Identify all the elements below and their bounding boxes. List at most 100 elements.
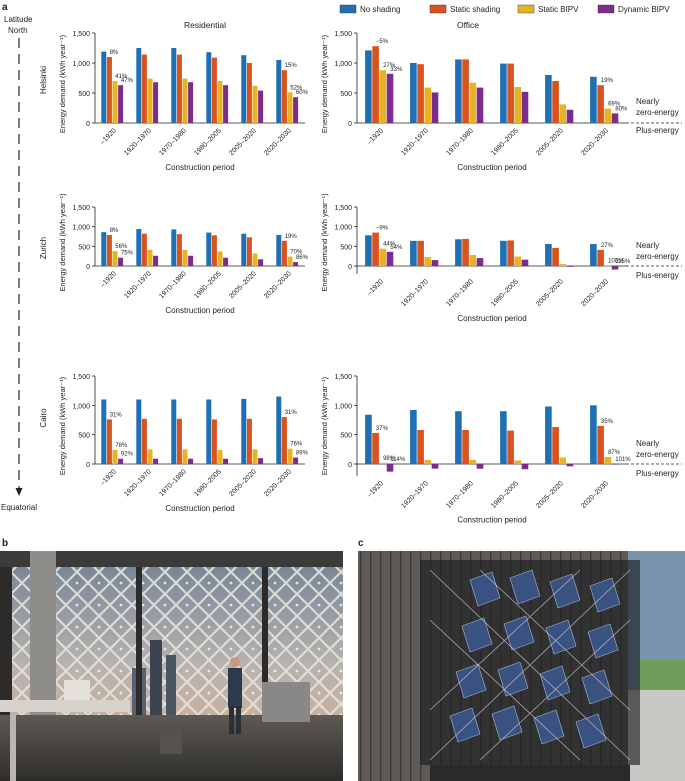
plus-energy-label: Plus-energy bbox=[636, 469, 679, 478]
monitor bbox=[64, 680, 90, 700]
x-tick-label: 1980–2005 bbox=[193, 270, 223, 300]
y-tick-label: 500 bbox=[340, 244, 352, 251]
bar-no-shading bbox=[136, 48, 142, 123]
bar-static-bipv bbox=[112, 251, 118, 266]
bar-static-bipv bbox=[604, 456, 612, 464]
data-label: 76% bbox=[290, 442, 303, 448]
photo-bipv-facade bbox=[358, 551, 685, 781]
bar-dynamic-bipv bbox=[521, 259, 529, 266]
bar-static-bipv bbox=[514, 256, 522, 266]
bar-static-shading bbox=[597, 85, 604, 123]
x-tick-label: 1970–1980 bbox=[445, 278, 475, 308]
bar-static-bipv bbox=[287, 448, 293, 464]
y-tick-label: 1,000 bbox=[334, 403, 352, 410]
bar-static-bipv bbox=[379, 462, 387, 464]
bar-no-shading bbox=[101, 232, 107, 266]
data-label: 92% bbox=[121, 452, 134, 458]
bar-static-shading bbox=[246, 63, 252, 123]
latitude-equatorial-label: Equatorial bbox=[1, 503, 37, 512]
bar-no-shading bbox=[206, 52, 212, 124]
zone-labels-zurich: Nearly zero-energy Plus-energy bbox=[626, 241, 682, 280]
bar-static-bipv bbox=[217, 81, 223, 123]
bar-dynamic-bipv bbox=[188, 458, 194, 464]
bar-dynamic-bipv bbox=[293, 97, 299, 123]
panel-label-b: b bbox=[2, 538, 8, 549]
bar-static-shading bbox=[417, 429, 424, 464]
bar-static-shading bbox=[106, 419, 112, 464]
bar-no-shading bbox=[500, 240, 507, 266]
y-tick-label: 0 bbox=[348, 121, 352, 128]
data-label: 89% bbox=[296, 451, 309, 457]
bar-dynamic-bipv bbox=[476, 464, 484, 469]
bar-static-shading bbox=[211, 235, 217, 266]
bar-static-shading bbox=[462, 59, 469, 123]
x-tick-label: 2020–2030 bbox=[580, 480, 610, 510]
legend-swatch-static-bipv bbox=[517, 4, 535, 14]
data-label: 35% bbox=[601, 419, 614, 425]
data-label: 33% bbox=[390, 67, 403, 73]
bar-static-bipv bbox=[379, 70, 387, 123]
bar-static-shading bbox=[106, 234, 112, 266]
x-tick-label: 1970–1980 bbox=[158, 270, 188, 300]
data-label: 15% bbox=[285, 63, 298, 69]
x-axis-label: Construction period bbox=[457, 314, 526, 323]
bar-dynamic-bipv bbox=[293, 457, 299, 464]
bar-static-bipv bbox=[514, 87, 522, 123]
bar-dynamic-bipv bbox=[188, 82, 194, 123]
bar-static-shading bbox=[552, 81, 559, 123]
column-title-office: Office bbox=[457, 20, 479, 30]
x-tick-label: 1920–1970 bbox=[123, 127, 153, 157]
legend-label-no-shading: No shading bbox=[360, 5, 400, 14]
bar-no-shading bbox=[101, 399, 107, 464]
data-label: 69% bbox=[608, 102, 621, 108]
x-tick-label: 2005–2020 bbox=[535, 480, 565, 510]
column-title-residential: Residential bbox=[184, 20, 226, 30]
x-tick-label: –1920 bbox=[366, 278, 385, 297]
bar-dynamic-bipv bbox=[223, 458, 229, 464]
panel-label-a: a bbox=[2, 2, 8, 13]
bar-static-shading bbox=[507, 63, 514, 123]
skyline-tower bbox=[150, 640, 162, 715]
y-tick-label: 1,000 bbox=[72, 225, 90, 232]
bar-static-shading bbox=[141, 418, 147, 464]
bar-static-bipv bbox=[469, 254, 477, 266]
x-tick-label: –1920 bbox=[99, 127, 118, 146]
y-tick-label: 1,000 bbox=[72, 403, 90, 410]
row-title-cairo: Cairo bbox=[39, 408, 48, 428]
bar-static-shading bbox=[141, 54, 147, 123]
bar-no-shading bbox=[545, 243, 552, 266]
chart-zurich-office: 0 500 1,000 1,500 Energy demand (kWh year⁻¹)… bbox=[320, 193, 631, 323]
bar-static-bipv bbox=[182, 249, 188, 266]
x-tick-label: 2020–2030 bbox=[263, 127, 293, 157]
bar-no-shading bbox=[545, 75, 552, 123]
data-label: 98% bbox=[383, 456, 396, 462]
chart-helsinki-office: 0 500 1,000 1,500 Energy demand (kWh year⁻¹)… bbox=[320, 31, 628, 172]
nzeb-label-line1: Nearly bbox=[636, 97, 659, 106]
zone-labels-cairo: Nearly zero-energy Plus-energy bbox=[626, 439, 682, 478]
bar-no-shading bbox=[365, 50, 372, 123]
y-tick-label: 1,500 bbox=[72, 31, 90, 38]
bar-static-shading bbox=[417, 240, 424, 266]
bar-no-shading bbox=[171, 48, 177, 123]
x-tick-label: 1970–1980 bbox=[158, 468, 188, 498]
data-label: 31% bbox=[285, 410, 298, 416]
bar-static-bipv bbox=[147, 249, 153, 266]
person bbox=[228, 668, 242, 708]
bar-no-shading bbox=[101, 51, 107, 123]
nzeb-label-line2: zero-energy bbox=[636, 252, 679, 261]
y-tick-label: 1,500 bbox=[72, 374, 90, 381]
latitude-arrow-icon bbox=[15, 488, 23, 496]
bar-dynamic-bipv bbox=[118, 257, 124, 266]
bar-no-shading bbox=[171, 229, 177, 266]
bar-dynamic-bipv bbox=[153, 255, 159, 266]
x-axis-label: Construction period bbox=[165, 163, 234, 172]
x-tick-label: 1920–1970 bbox=[400, 278, 430, 308]
y-tick-label: 0 bbox=[86, 264, 90, 271]
bar-static-bipv bbox=[604, 265, 612, 267]
x-tick-label: 2005–2020 bbox=[228, 468, 258, 498]
data-label: 115% bbox=[615, 259, 631, 265]
bar-static-bipv bbox=[217, 251, 223, 266]
bar-no-shading bbox=[410, 410, 417, 464]
bar-dynamic-bipv bbox=[431, 260, 439, 266]
x-tick-label: 1920–1970 bbox=[123, 468, 153, 498]
